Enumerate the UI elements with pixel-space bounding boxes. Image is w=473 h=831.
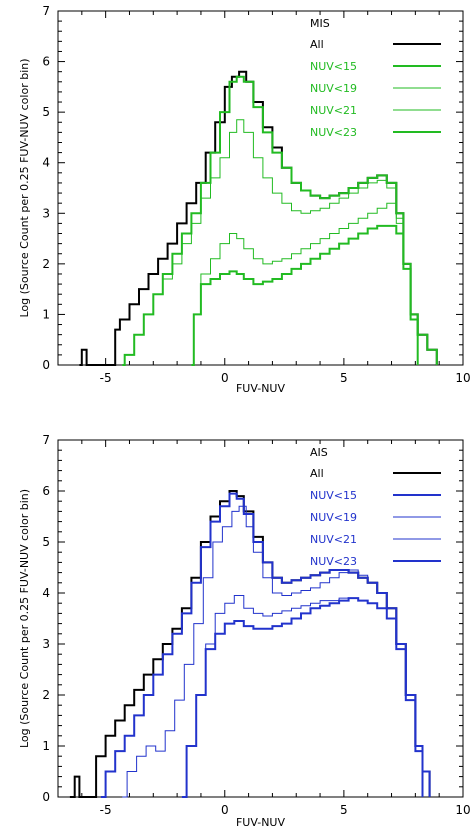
x-tick-label: 10 bbox=[455, 803, 470, 817]
series-line-nuv-23 bbox=[191, 224, 419, 366]
series-line-nuv-19 bbox=[122, 119, 419, 366]
chart-panel-1: -5 0 5 10 0 1 2 3 4 5 6 7 FUV-NUV Log (Source Count p… bbox=[18, 4, 471, 395]
series-line-nuv-19 bbox=[122, 505, 423, 798]
legend-label: NUV<19 bbox=[310, 82, 357, 95]
y-axis-label: Log (Source Count per 0.25 FUV-NUV color… bbox=[18, 58, 31, 317]
chart-panel-2: -5 0 5 10 0 1 2 3 4 5 6 7 FUV-NUV Log (Source Count p… bbox=[18, 433, 471, 829]
legend-label: NUV<15 bbox=[310, 60, 357, 73]
series-line-nuv-21 bbox=[191, 202, 419, 366]
series-line-nuv-23 bbox=[181, 597, 424, 798]
x-tick-label: 0 bbox=[221, 371, 229, 385]
y-tick-label: 2 bbox=[42, 688, 50, 702]
x-axis-label: FUV-NUV bbox=[236, 816, 286, 829]
x-tick-label: 5 bbox=[340, 371, 348, 385]
legend-label: All bbox=[310, 467, 324, 480]
series-line-nuv-21 bbox=[181, 595, 423, 798]
y-tick-label: 4 bbox=[42, 156, 50, 170]
panel-title: AIS bbox=[310, 446, 328, 459]
legend: AIS All NUV<15 NUV<19 NUV<21 NUV<23 bbox=[310, 446, 441, 568]
y-tick-label: 5 bbox=[42, 105, 50, 119]
legend-label: NUV<21 bbox=[310, 533, 357, 546]
legend-label: NUV<15 bbox=[310, 489, 357, 502]
legend-label: NUV<21 bbox=[310, 104, 357, 117]
y-tick-label: 1 bbox=[42, 739, 50, 753]
legend-label: NUV<23 bbox=[310, 126, 357, 139]
series-line-nuv-15 bbox=[122, 75, 438, 366]
x-tick-label: 5 bbox=[340, 803, 348, 817]
y-tick-label: 7 bbox=[42, 433, 50, 447]
y-tick-label: 3 bbox=[42, 637, 50, 651]
x-axis-label: FUV-NUV bbox=[236, 382, 286, 395]
series-line-nuv-15 bbox=[100, 492, 431, 798]
legend: MIS All NUV<15 NUV<19 NUV<21 NUV<23 bbox=[310, 17, 441, 139]
y-tick-label: 7 bbox=[42, 4, 50, 18]
x-tick-label: -5 bbox=[100, 803, 112, 817]
plot-frame bbox=[57, 10, 464, 366]
y-tick-label: 3 bbox=[42, 206, 50, 220]
x-tick-label: 0 bbox=[221, 803, 229, 817]
series-line-all bbox=[79, 70, 438, 366]
x-tick-label: 10 bbox=[455, 371, 470, 385]
y-tick-label: 6 bbox=[42, 55, 50, 69]
legend-label: NUV<19 bbox=[310, 511, 357, 524]
x-tick-label: -5 bbox=[100, 371, 112, 385]
y-axis-label: Log (Source Count per 0.25 FUV-NUV color… bbox=[18, 489, 31, 748]
plot-frame bbox=[57, 439, 464, 798]
y-tick-label: 0 bbox=[42, 358, 50, 372]
y-tick-label: 2 bbox=[42, 257, 50, 271]
y-tick-label: 6 bbox=[42, 484, 50, 498]
y-tick-label: 0 bbox=[42, 790, 50, 804]
y-tick-label: 1 bbox=[42, 307, 50, 321]
panel-title: MIS bbox=[310, 17, 330, 30]
y-tick-label: 5 bbox=[42, 535, 50, 549]
legend-label: All bbox=[310, 38, 324, 51]
y-tick-label: 4 bbox=[42, 586, 50, 600]
legend-label: NUV<23 bbox=[310, 555, 357, 568]
